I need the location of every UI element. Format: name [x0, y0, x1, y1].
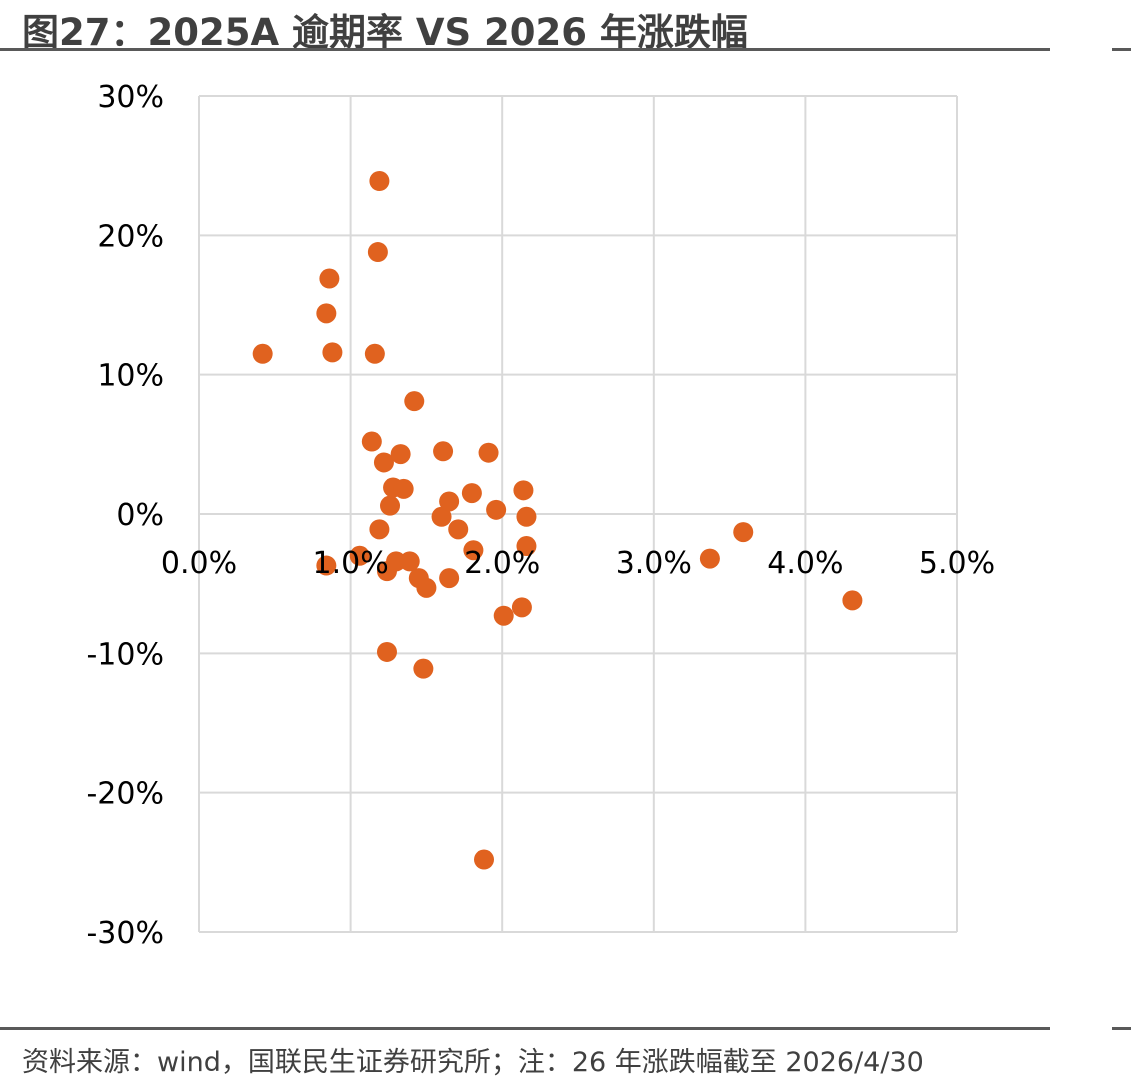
data-point-36 [513, 480, 534, 501]
x-tick-label-2: 2.0% [464, 546, 540, 581]
data-point-24 [431, 506, 452, 527]
x-tick-label-1: 1.0% [312, 546, 388, 581]
data-point-3 [322, 342, 343, 363]
data-point-34 [493, 605, 514, 626]
data-point-29 [461, 483, 482, 504]
data-point-2 [319, 268, 340, 289]
data-point-19 [399, 551, 420, 572]
data-point-4 [316, 555, 337, 576]
data-point-17 [390, 444, 411, 465]
data-point-27 [439, 568, 460, 589]
data-point-7 [364, 343, 385, 364]
data-point-28 [448, 519, 469, 540]
y-tick-label-0: 30% [97, 80, 164, 115]
data-point-37 [516, 506, 537, 527]
x-tick-labels: 0.0% 1.0% 2.0% 3.0% 4.0% 5.0% [161, 546, 995, 581]
y-tick-label-2: 10% [97, 359, 164, 394]
data-point-8 [367, 242, 388, 263]
y-tick-label-6: -30% [86, 916, 164, 951]
grid-lines [198, 95, 958, 933]
data-points [252, 170, 863, 870]
data-point-33 [486, 499, 507, 520]
data-point-1 [316, 303, 337, 324]
figure-title: 图27：2025A 逾期率 VS 2026 年涨跌幅 [22, 11, 748, 54]
data-point-13 [376, 641, 397, 662]
top-rule [0, 48, 1050, 51]
data-point-0 [252, 343, 273, 364]
source-note: 资料来源：wind，国联民生证券研究所；注：26 年涨跌幅截至 2026/4/3… [22, 1047, 924, 1078]
data-point-22 [413, 658, 434, 679]
data-point-23 [416, 577, 437, 598]
y-tick-label-5: -20% [86, 777, 164, 812]
data-point-25 [433, 441, 454, 462]
y-tick-labels: 30% 20% 10% 0% -10% -20% -30% [86, 80, 164, 951]
bottom-rule [0, 1027, 1050, 1030]
x-tick-label-4: 4.0% [767, 546, 843, 581]
data-point-14 [380, 495, 401, 516]
data-point-26 [439, 491, 460, 512]
data-point-10 [369, 519, 390, 540]
top-rule-right [1112, 48, 1131, 51]
data-point-40 [733, 522, 754, 543]
data-point-41 [842, 590, 863, 611]
y-tick-label-4: -10% [86, 637, 164, 672]
x-tick-label-5: 5.0% [919, 546, 995, 581]
data-point-35 [511, 597, 532, 618]
data-point-20 [404, 391, 425, 412]
data-point-18 [393, 478, 414, 499]
data-point-6 [361, 431, 382, 452]
data-point-38 [516, 536, 537, 557]
x-tick-label-0: 0.0% [161, 546, 237, 581]
data-point-32 [478, 442, 499, 463]
data-point-11 [373, 452, 394, 473]
y-tick-label-3: 0% [116, 498, 164, 533]
y-tick-label-1: 20% [97, 219, 164, 254]
data-point-9 [369, 170, 390, 191]
data-point-5 [349, 545, 370, 566]
bottom-rule-right [1112, 1027, 1131, 1030]
data-point-30 [463, 540, 484, 561]
data-point-39 [699, 548, 720, 569]
data-point-31 [474, 849, 495, 870]
x-tick-label-3: 3.0% [616, 546, 692, 581]
